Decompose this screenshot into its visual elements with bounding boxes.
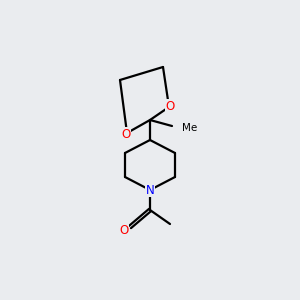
Text: O: O <box>119 224 129 238</box>
Text: O: O <box>165 100 175 112</box>
Text: N: N <box>146 184 154 196</box>
Text: Me: Me <box>182 123 197 133</box>
Text: O: O <box>122 128 130 140</box>
